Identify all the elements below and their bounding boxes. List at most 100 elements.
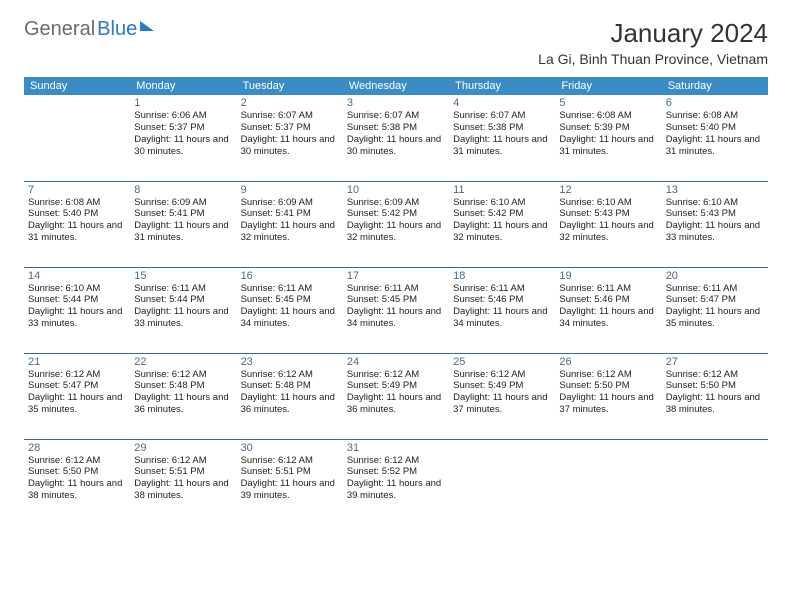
cell-details: Sunrise: 6:10 AMSunset: 5:44 PMDaylight:… <box>28 283 126 331</box>
day-number: 25 <box>453 356 551 368</box>
sunrise-text: Sunrise: 6:12 AM <box>28 369 126 381</box>
day-number: 6 <box>666 97 764 109</box>
daylight-text: Daylight: 11 hours and 30 minutes. <box>241 134 339 158</box>
day-number: 29 <box>134 442 232 454</box>
calendar-week-row: 1Sunrise: 6:06 AMSunset: 5:37 PMDaylight… <box>24 95 768 181</box>
calendar-cell: 14Sunrise: 6:10 AMSunset: 5:44 PMDayligh… <box>24 267 130 353</box>
cell-details: Sunrise: 6:09 AMSunset: 5:41 PMDaylight:… <box>134 197 232 245</box>
daylight-text: Daylight: 11 hours and 38 minutes. <box>134 478 232 502</box>
brand-text-blue: Blue <box>97 18 137 41</box>
day-number: 13 <box>666 184 764 196</box>
daylight-text: Daylight: 11 hours and 34 minutes. <box>241 306 339 330</box>
month-title: January 2024 <box>538 18 768 49</box>
day-number: 22 <box>134 356 232 368</box>
daylight-text: Daylight: 11 hours and 34 minutes. <box>453 306 551 330</box>
sunrise-text: Sunrise: 6:12 AM <box>347 455 445 467</box>
sunrise-text: Sunrise: 6:08 AM <box>666 110 764 122</box>
daylight-text: Daylight: 11 hours and 37 minutes. <box>453 392 551 416</box>
sunrise-text: Sunrise: 6:10 AM <box>666 197 764 209</box>
sunrise-text: Sunrise: 6:11 AM <box>453 283 551 295</box>
sunset-text: Sunset: 5:45 PM <box>347 294 445 306</box>
daylight-text: Daylight: 11 hours and 37 minutes. <box>559 392 657 416</box>
sunrise-text: Sunrise: 6:11 AM <box>559 283 657 295</box>
sunset-text: Sunset: 5:49 PM <box>453 380 551 392</box>
calendar-cell: 15Sunrise: 6:11 AMSunset: 5:44 PMDayligh… <box>130 267 236 353</box>
calendar-cell: 24Sunrise: 6:12 AMSunset: 5:49 PMDayligh… <box>343 353 449 439</box>
sunrise-text: Sunrise: 6:12 AM <box>28 455 126 467</box>
sunrise-text: Sunrise: 6:10 AM <box>559 197 657 209</box>
day-number: 20 <box>666 270 764 282</box>
sunset-text: Sunset: 5:51 PM <box>134 466 232 478</box>
sunset-text: Sunset: 5:40 PM <box>666 122 764 134</box>
cell-details: Sunrise: 6:06 AMSunset: 5:37 PMDaylight:… <box>134 110 232 158</box>
sunrise-text: Sunrise: 6:12 AM <box>559 369 657 381</box>
day-number: 9 <box>241 184 339 196</box>
day-header: Friday <box>555 77 661 95</box>
cell-details: Sunrise: 6:11 AMSunset: 5:44 PMDaylight:… <box>134 283 232 331</box>
calendar-week-row: 14Sunrise: 6:10 AMSunset: 5:44 PMDayligh… <box>24 267 768 353</box>
calendar-cell: 3Sunrise: 6:07 AMSunset: 5:38 PMDaylight… <box>343 95 449 181</box>
calendar-cell: 28Sunrise: 6:12 AMSunset: 5:50 PMDayligh… <box>24 439 130 525</box>
sunrise-text: Sunrise: 6:11 AM <box>347 283 445 295</box>
sunset-text: Sunset: 5:44 PM <box>134 294 232 306</box>
calendar-cell: 22Sunrise: 6:12 AMSunset: 5:48 PMDayligh… <box>130 353 236 439</box>
daylight-text: Daylight: 11 hours and 34 minutes. <box>559 306 657 330</box>
daylight-text: Daylight: 11 hours and 35 minutes. <box>666 306 764 330</box>
calendar-cell <box>449 439 555 525</box>
calendar-cell: 4Sunrise: 6:07 AMSunset: 5:38 PMDaylight… <box>449 95 555 181</box>
sunset-text: Sunset: 5:45 PM <box>241 294 339 306</box>
cell-details: Sunrise: 6:08 AMSunset: 5:40 PMDaylight:… <box>666 110 764 158</box>
daylight-text: Daylight: 11 hours and 31 minutes. <box>666 134 764 158</box>
calendar-cell: 12Sunrise: 6:10 AMSunset: 5:43 PMDayligh… <box>555 181 661 267</box>
daylight-text: Daylight: 11 hours and 35 minutes. <box>28 392 126 416</box>
day-number: 31 <box>347 442 445 454</box>
sunset-text: Sunset: 5:41 PM <box>134 208 232 220</box>
sunset-text: Sunset: 5:43 PM <box>666 208 764 220</box>
sunset-text: Sunset: 5:48 PM <box>134 380 232 392</box>
daylight-text: Daylight: 11 hours and 30 minutes. <box>134 134 232 158</box>
sunset-text: Sunset: 5:48 PM <box>241 380 339 392</box>
day-number: 3 <box>347 97 445 109</box>
day-header: Tuesday <box>237 77 343 95</box>
day-number: 17 <box>347 270 445 282</box>
day-header: Wednesday <box>343 77 449 95</box>
calendar-cell <box>555 439 661 525</box>
daylight-text: Daylight: 11 hours and 36 minutes. <box>347 392 445 416</box>
cell-details: Sunrise: 6:12 AMSunset: 5:48 PMDaylight:… <box>241 369 339 417</box>
day-number: 12 <box>559 184 657 196</box>
cell-details: Sunrise: 6:09 AMSunset: 5:42 PMDaylight:… <box>347 197 445 245</box>
day-number: 4 <box>453 97 551 109</box>
calendar-cell <box>662 439 768 525</box>
day-number: 24 <box>347 356 445 368</box>
day-number: 16 <box>241 270 339 282</box>
day-number: 7 <box>28 184 126 196</box>
daylight-text: Daylight: 11 hours and 36 minutes. <box>134 392 232 416</box>
sunset-text: Sunset: 5:41 PM <box>241 208 339 220</box>
calendar-header-row: SundayMondayTuesdayWednesdayThursdayFrid… <box>24 77 768 95</box>
sunset-text: Sunset: 5:50 PM <box>666 380 764 392</box>
sunset-text: Sunset: 5:46 PM <box>453 294 551 306</box>
day-number: 1 <box>134 97 232 109</box>
calendar-cell: 5Sunrise: 6:08 AMSunset: 5:39 PMDaylight… <box>555 95 661 181</box>
cell-details: Sunrise: 6:09 AMSunset: 5:41 PMDaylight:… <box>241 197 339 245</box>
daylight-text: Daylight: 11 hours and 39 minutes. <box>347 478 445 502</box>
sunrise-text: Sunrise: 6:11 AM <box>241 283 339 295</box>
cell-details: Sunrise: 6:12 AMSunset: 5:51 PMDaylight:… <box>241 455 339 503</box>
daylight-text: Daylight: 11 hours and 39 minutes. <box>241 478 339 502</box>
sunset-text: Sunset: 5:46 PM <box>559 294 657 306</box>
day-header: Monday <box>130 77 236 95</box>
sunrise-text: Sunrise: 6:08 AM <box>28 197 126 209</box>
cell-details: Sunrise: 6:07 AMSunset: 5:38 PMDaylight:… <box>347 110 445 158</box>
calendar-cell: 17Sunrise: 6:11 AMSunset: 5:45 PMDayligh… <box>343 267 449 353</box>
location-subtitle: La Gi, Binh Thuan Province, Vietnam <box>538 51 768 67</box>
day-number: 19 <box>559 270 657 282</box>
day-header: Saturday <box>662 77 768 95</box>
day-number: 26 <box>559 356 657 368</box>
cell-details: Sunrise: 6:12 AMSunset: 5:49 PMDaylight:… <box>453 369 551 417</box>
day-header: Thursday <box>449 77 555 95</box>
sunrise-text: Sunrise: 6:12 AM <box>241 369 339 381</box>
daylight-text: Daylight: 11 hours and 33 minutes. <box>666 220 764 244</box>
daylight-text: Daylight: 11 hours and 38 minutes. <box>28 478 126 502</box>
day-number: 21 <box>28 356 126 368</box>
daylight-text: Daylight: 11 hours and 31 minutes. <box>453 134 551 158</box>
